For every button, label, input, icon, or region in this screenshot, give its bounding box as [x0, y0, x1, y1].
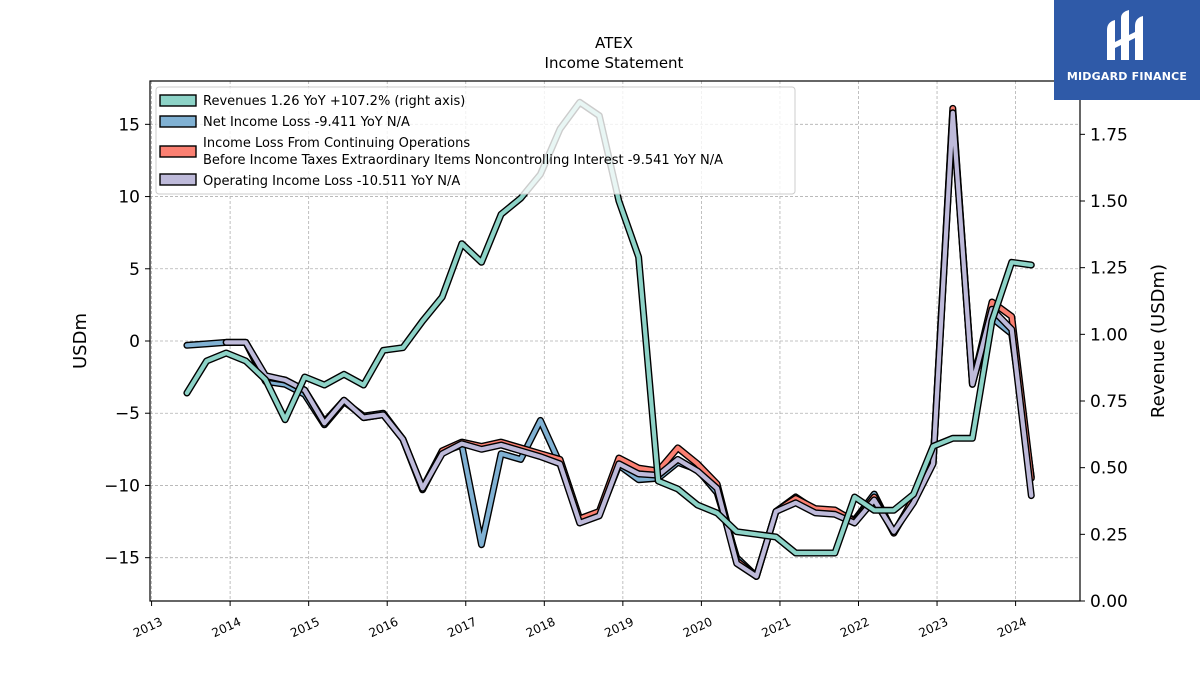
left-y-tick-label: −5 [115, 404, 140, 424]
x-tick-label: 2017 [445, 615, 479, 641]
legend-label-revenues: Revenues 1.26 YoY +107.2% (right axis) [203, 94, 465, 109]
chart-title: ATEX [595, 34, 633, 52]
right-y-tick-label: 1.75 [1090, 125, 1128, 145]
x-tick-label: 2019 [602, 615, 636, 641]
x-tick-label: 2023 [917, 615, 951, 641]
x-tick-label: 2022 [838, 615, 872, 641]
right-axis-label: Revenue (USDm) [1148, 264, 1169, 418]
left-y-tick-label: 0 [129, 332, 140, 352]
left-y-tick-label: 10 [118, 188, 140, 208]
legend-swatch-revenues [159, 94, 197, 107]
series-line-operating-income-loss [224, 110, 1034, 579]
left-y-tick-label: 15 [118, 115, 140, 135]
x-tick-label: 2018 [524, 615, 558, 641]
x-tick-label: 2014 [210, 615, 244, 641]
right-y-tick-label: 1.00 [1090, 325, 1128, 345]
right-y-tick-label: 0.50 [1090, 459, 1128, 479]
x-tick-label: 2020 [681, 615, 715, 641]
legend-box [155, 86, 796, 195]
legend-label-net-income: Net Income Loss -9.411 YoY N/A [203, 115, 410, 130]
legend-label-operating-income: Operating Income Loss -10.511 YoY N/A [203, 174, 460, 189]
legend-swatch-operating-income [159, 173, 197, 186]
right-y-tick-label: 0.75 [1090, 392, 1128, 412]
brand-mark-icon [1107, 10, 1143, 60]
brand-name: MIDGARD FINANCE [1066, 70, 1188, 83]
legend-label-pretax-line1: Income Loss From Continuing Operations [203, 136, 470, 151]
x-tick-label: 2024 [995, 615, 1029, 641]
legend-swatch-pretax-income [159, 145, 197, 158]
left-y-tick-label: 5 [129, 260, 140, 280]
legend: Revenues 1.26 YoY +107.2% (right axis) N… [155, 86, 796, 195]
left-y-tick-label: −15 [104, 549, 140, 569]
left-y-tick-label: −10 [104, 476, 140, 496]
chart-subtitle: Income Statement [545, 54, 684, 72]
brand-logo: MIDGARD FINANCE [1054, 0, 1200, 100]
right-y-tick-label: 1.50 [1090, 192, 1128, 212]
legend-swatch-net-income [159, 115, 197, 128]
x-tick-label: 2021 [759, 615, 793, 641]
right-y-tick-label: 0.25 [1090, 525, 1128, 545]
legend-label-pretax-line2: Before Income Taxes Extraordinary Items … [203, 153, 723, 168]
x-tick-label: 2013 [131, 615, 165, 641]
right-y-tick-label: 1.25 [1090, 259, 1128, 279]
right-y-tick-label: 0.00 [1090, 592, 1128, 612]
left-axis-label: USDm [70, 313, 91, 369]
x-tick-label: 2016 [367, 615, 401, 641]
x-tick-label: 2015 [288, 615, 322, 641]
